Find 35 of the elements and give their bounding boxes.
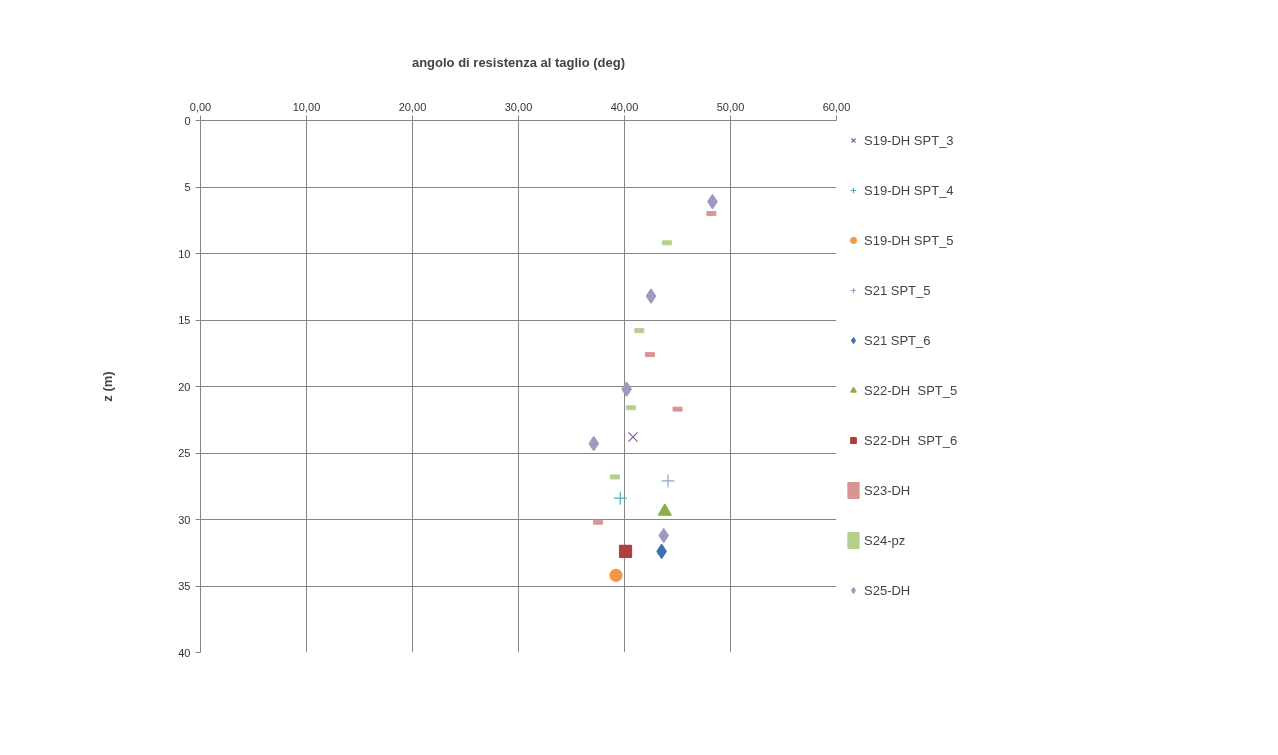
x-tick-label: 20,00 (398, 100, 427, 113)
point (588, 436, 600, 452)
y-tick-label: 30 (178, 513, 191, 526)
x-tick-label: 0,00 (189, 100, 212, 113)
y-axis-title: z (m) (100, 371, 116, 402)
point (618, 544, 633, 559)
x-tick-label: 30,00 (504, 100, 533, 113)
point (613, 491, 628, 506)
x-tick-label: 10,00 (292, 100, 321, 113)
y-tick-label: 35 (178, 580, 191, 592)
legend-label: S23-DH (864, 481, 912, 500)
y-tick-label: 15 (178, 314, 191, 326)
y-tick-label: 10 (178, 247, 191, 260)
x-axis-title: angolo di resistenza al taglio (deg) (411, 54, 626, 70)
legend-label: S22-DH SPT_6 (864, 431, 959, 450)
legend-label: S25-DH (864, 581, 912, 600)
legend-label: S19-DH SPT_3 (864, 131, 955, 150)
y-tick-label: 20 (178, 380, 191, 393)
y-tick-label: 40 (178, 646, 191, 659)
y-tick-label: 5 (184, 181, 191, 193)
point (645, 288, 657, 304)
legend-label: S19-DH SPT_5 (864, 231, 955, 250)
legend-label: S19-DH SPT_4 (864, 181, 955, 200)
legend-label: S21 SPT_6 (864, 331, 932, 350)
x-tick-label: 60,00 (822, 100, 851, 113)
x-tick-label: 50,00 (716, 100, 745, 113)
legend-label: S21 SPT_5 (864, 281, 932, 300)
legend-label: S22-DH SPT_5 (864, 381, 959, 400)
legend-label: S24-pz (864, 531, 907, 550)
x-tick-label: 40,00 (610, 100, 639, 113)
y-tick-label: 25 (178, 447, 191, 459)
point (660, 473, 676, 489)
point (609, 568, 623, 582)
point (627, 431, 639, 443)
y-tick-label: 0 (184, 114, 191, 127)
